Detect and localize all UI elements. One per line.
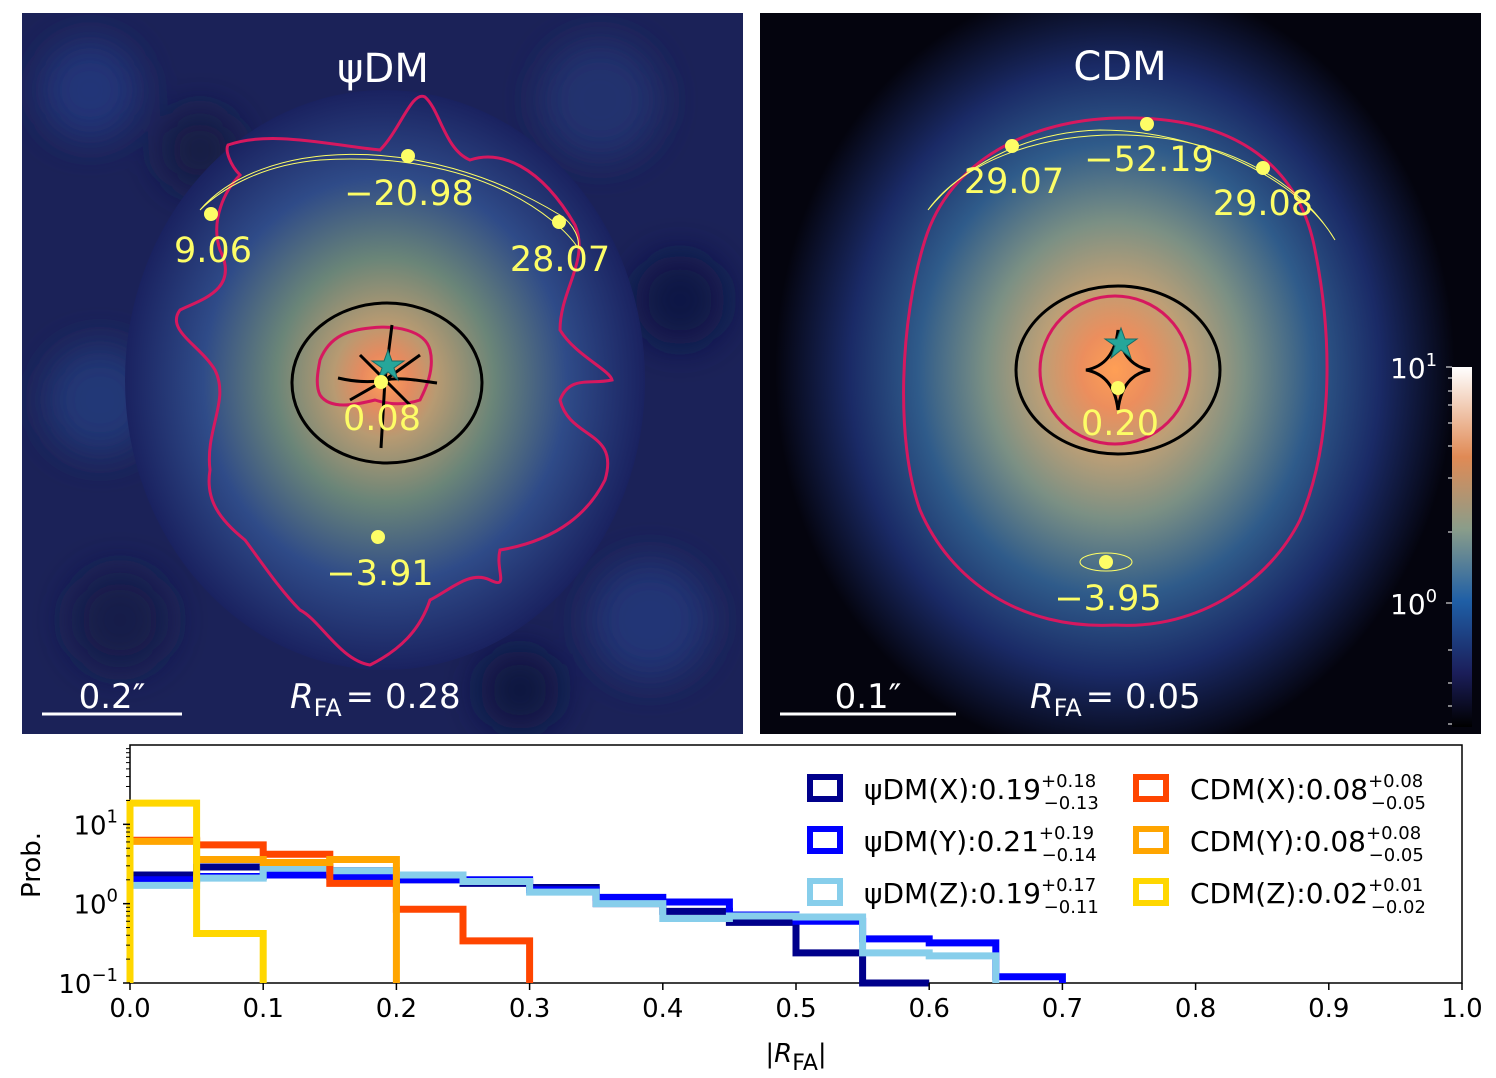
legend-entry: CDM(Y):0.08+0.08 −0.05	[1190, 823, 1424, 866]
y-tick-label: 100	[73, 886, 118, 921]
x-tick-label: 0.6	[909, 994, 950, 1024]
cdm-source-star-icon	[1103, 326, 1139, 360]
x-tick-label: 0.0	[109, 994, 150, 1024]
x-tick-label: 0.3	[509, 994, 550, 1024]
cdm-panel: CDM 29.07 −52.19 29.08 0.20 −3.95 0.1″ R…	[760, 13, 1481, 734]
x-axis-label: |RFA|	[765, 1039, 826, 1076]
cdm-scale-label: 0.1″	[835, 677, 902, 717]
colorbar-ticks	[1446, 366, 1452, 725]
cdm-image-point	[1005, 139, 1019, 153]
psidm-image-point	[401, 149, 415, 163]
cdm-caustic-outer	[1014, 284, 1222, 456]
psidm-image-label: 28.07	[510, 240, 610, 280]
legend: ψDM(X):0.19+0.18 −0.13 ψDM(Y):0.21+0.19 −0.…	[807, 771, 1426, 918]
cdm-image-label: −52.19	[1084, 140, 1214, 180]
histogram-series	[126, 799, 1066, 987]
legend-swatch	[807, 826, 843, 854]
legend-swatch	[1133, 826, 1169, 854]
psidm-image-point	[374, 375, 388, 389]
legend-entry: ψDM(Z):0.19+0.17 −0.11	[864, 875, 1099, 918]
histogram-series-4	[126, 837, 400, 983]
legend-entry: ψDM(Y):0.21+0.19 −0.14	[864, 823, 1097, 866]
y-tick-label: 101	[73, 806, 118, 841]
cdm-image-label: 0.20	[1081, 404, 1159, 444]
psidm-scale-label: 0.2″	[79, 677, 146, 717]
x-tick-label: 0.1	[243, 994, 284, 1024]
cdm-inner-critical-curve	[1038, 294, 1192, 446]
histogram-series-2	[126, 864, 1000, 983]
psidm-image-label: 9.06	[174, 231, 252, 271]
legend-swatch	[1133, 878, 1169, 906]
y-tick-label: 10−1	[58, 965, 118, 1000]
cdm-image-point	[1256, 161, 1270, 175]
cdm-image-point	[1111, 381, 1125, 395]
x-tick-label: 0.9	[1308, 994, 1349, 1024]
x-ticks: 0.0 0.1 0.2 0.3 0.4 0.5 0.6 0.7 0.8 0.9 1.0	[109, 983, 1483, 1024]
x-tick-label: 0.5	[775, 994, 816, 1024]
cdm-rfa-label: RFA = 0.05	[1030, 677, 1201, 722]
cdm-title: CDM	[1073, 44, 1166, 90]
colorbar	[1452, 367, 1472, 727]
legend-entry: CDM(X):0.08+0.08 −0.05	[1190, 771, 1426, 814]
legend-entry: ψDM(X):0.19+0.18 −0.13	[864, 771, 1099, 814]
psidm-panel: ψDM 9.06 −20.98 28.07 0.08 −3.91 0.2″ RF…	[22, 13, 743, 734]
cdm-image-label: 29.08	[1213, 184, 1313, 224]
cdm-mass-map	[775, 13, 1455, 734]
cdm-outer-critical-curve	[902, 116, 1329, 627]
psidm-caustic-outer	[290, 301, 484, 465]
colorbar-label-top: 101	[1390, 350, 1437, 385]
colorbar-label-bottom: 100	[1390, 586, 1437, 621]
psidm-image-label: 0.08	[343, 399, 421, 439]
legend-swatch	[807, 878, 843, 906]
legend-entry: CDM(Z):0.02+0.01 −0.02	[1190, 875, 1426, 918]
cdm-image-label: 29.07	[964, 162, 1064, 202]
y-ticks: 101 100 10−1	[58, 748, 130, 1000]
cdm-image-point	[1099, 555, 1113, 569]
psidm-lensed-arc	[199, 153, 579, 250]
psidm-image-point	[371, 530, 385, 544]
psidm-source-star-icon	[370, 348, 406, 382]
psidm-image-label: −3.91	[326, 554, 433, 594]
psidm-noise	[40, 40, 725, 730]
y-axis-label: Prob.	[17, 832, 47, 898]
cdm-small-arc	[1079, 552, 1133, 572]
histogram-series-5	[126, 799, 267, 983]
psidm-rfa-label: RFA = 0.28	[290, 677, 461, 722]
legend-swatch	[1133, 774, 1169, 802]
cdm-image-label: −3.95	[1054, 579, 1161, 619]
psidm-outer-critical-curve	[174, 94, 614, 667]
x-tick-label: 0.2	[376, 994, 417, 1024]
cdm-image-point	[1140, 117, 1154, 131]
psidm-image-label: −20.98	[344, 174, 474, 214]
x-tick-label: 0.4	[642, 994, 683, 1024]
psidm-image-point	[552, 215, 566, 229]
legend-swatch	[807, 774, 843, 802]
x-tick-label: 1.0	[1441, 994, 1482, 1024]
psidm-inner-critical-curve	[315, 325, 433, 407]
cdm-caustic-inner	[1085, 329, 1151, 411]
x-tick-label: 0.8	[1175, 994, 1216, 1024]
histogram-chart: 0.0 0.1 0.2 0.3 0.4 0.5 0.6 0.7 0.8 0.9 1.0 101 100…	[17, 744, 1483, 1076]
psidm-image-point	[204, 207, 218, 221]
psidm-title: ψDM	[337, 46, 429, 92]
x-tick-label: 0.7	[1042, 994, 1083, 1024]
